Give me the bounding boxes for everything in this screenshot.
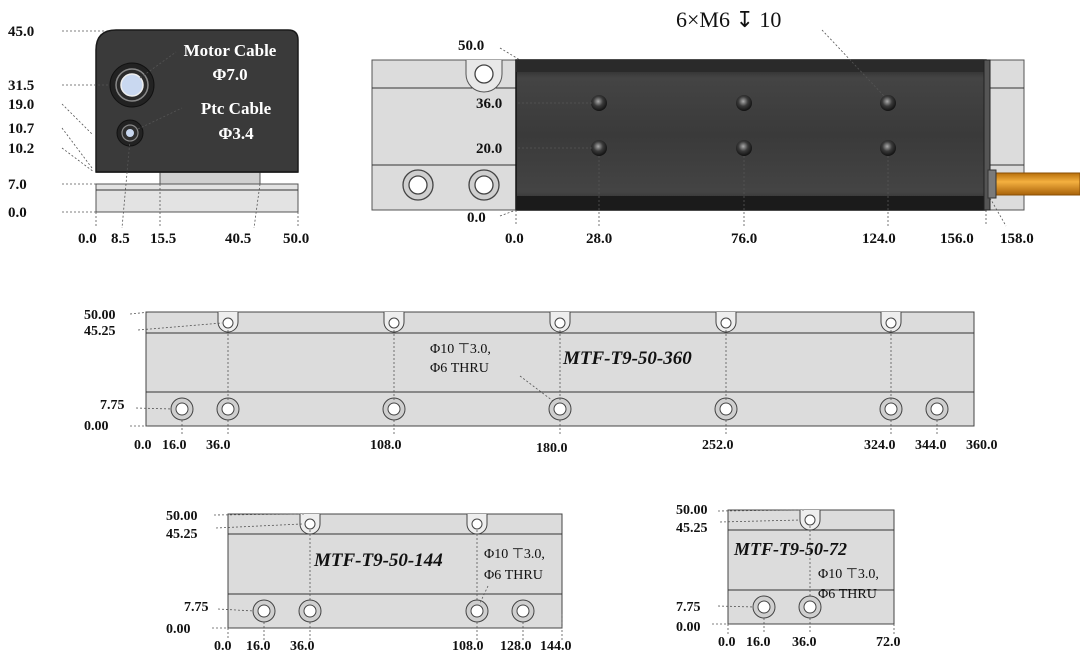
rail-x-dim: 0.0 [718, 635, 736, 650]
side-view-y-dim: 36.0 [476, 96, 502, 112]
rail-x-dim: 360.0 [966, 438, 998, 453]
m6-tapped-hole [880, 95, 896, 111]
end-view-base-plate [95, 183, 299, 213]
end-view-motor-body [95, 29, 299, 173]
rail-y-dim: 45.25 [676, 521, 708, 536]
rail-x-dim: 36.0 [206, 438, 231, 453]
hole-callout-line2: Φ6 THRU [430, 361, 489, 376]
side-view-y-dimensions: 50.0 36.0 20.0 0.0 [458, 38, 592, 226]
rail-x-dim: 16.0 [746, 635, 771, 650]
hole-callout-line1: Φ10 ⊤3.0, [818, 567, 879, 582]
ptc-cable-label: Ptc Cable [201, 99, 272, 118]
hole-callout-line2: Φ6 THRU [818, 587, 877, 602]
side-view: 6×M6 ↧ 10 50.0 36.0 20.0 0.0 0.0 28.0 76… [371, 7, 1080, 247]
rail-144-model: MTF-T9-50-144 [313, 550, 443, 571]
end-view-y-dim: 7.0 [8, 177, 27, 193]
motor-cable-diameter: Φ7.0 [212, 65, 247, 84]
side-view-y-dim: 20.0 [476, 141, 502, 157]
side-view-x-dimensions: 0.0 28.0 76.0 124.0 156.0 158.0 [505, 156, 1034, 247]
hole-callout-line1: Φ10 ⊤3.0, [430, 342, 491, 357]
m6-tapped-hole [736, 140, 752, 156]
rail-72-y-dimensions: 50.00 45.25 7.75 0.00 [676, 503, 805, 635]
rail-y-dim: 7.75 [100, 398, 125, 413]
rail-x-dim: 108.0 [370, 438, 402, 453]
m6-tapped-hole [880, 140, 896, 156]
end-view-y-dim: 45.0 [8, 24, 34, 40]
rail-144-x-dimensions: 0.0 16.0 36.0 108.0 128.0 144.0 [214, 614, 572, 654]
rail-360-top-holes [217, 312, 902, 333]
end-view-y-dim: 19.0 [8, 97, 34, 113]
end-view-y-dim: 31.5 [8, 78, 34, 94]
rail-y-dim: 50.00 [676, 503, 708, 518]
motor-cable [991, 172, 1080, 196]
rail-x-dim: 128.0 [500, 639, 532, 654]
end-view-y-dim: 10.2 [8, 141, 34, 157]
rail-360-x-dimensions: 0.0 16.0 36.0 108.0 180.0 252.0 324.0 34… [134, 420, 998, 456]
side-view-x-dim: 156.0 [940, 231, 974, 247]
rail-x-dim: 16.0 [246, 639, 271, 654]
end-view-x-dim: 8.5 [111, 231, 130, 247]
rail-x-dim: 36.0 [290, 639, 315, 654]
rail-x-dim: 16.0 [162, 438, 187, 453]
rail-y-dim: 50.00 [166, 509, 198, 524]
rail-x-dim: 72.0 [876, 635, 901, 650]
thread-callout: 6×M6 ↧ 10 [676, 7, 781, 32]
end-view-x-dim: 0.0 [78, 231, 97, 247]
side-view-x-dim: 158.0 [1000, 231, 1034, 247]
rail-y-dim: 7.75 [676, 600, 701, 615]
side-view-x-dim: 0.0 [505, 231, 524, 247]
rail-x-dim: 324.0 [864, 438, 896, 453]
rail-y-dim: 50.00 [84, 308, 116, 323]
hole-callout-line1: Φ10 ⊤3.0, [484, 547, 545, 562]
rail-x-dim: 0.0 [214, 639, 232, 654]
side-view-y-dim: 0.0 [467, 210, 486, 226]
end-view-x-dimensions: 0.0 8.5 15.5 40.5 50.0 [78, 139, 309, 247]
end-view-x-dim: 15.5 [150, 231, 176, 247]
rail-y-dim: 0.00 [676, 620, 701, 635]
rail-x-dim: 144.0 [540, 639, 572, 654]
rail-y-dim: 0.00 [84, 419, 109, 434]
rail-360: MTF-T9-50-360 Φ10 ⊤3.0, Φ6 THRU 50.00 45… [84, 308, 998, 456]
rail-x-dim: 252.0 [702, 438, 734, 453]
rail-x-dim: 108.0 [452, 639, 484, 654]
ptc-cable-diameter: Φ3.4 [218, 124, 254, 143]
rail-360-model: MTF-T9-50-360 [562, 348, 692, 369]
m6-tapped-hole [736, 95, 752, 111]
hole-callout-line2: Φ6 THRU [484, 568, 543, 583]
rail-144-plate [227, 513, 563, 629]
tapped-holes [591, 95, 896, 156]
rail-y-dim: 45.25 [166, 527, 198, 542]
rail-y-dim: 0.00 [166, 622, 191, 637]
rail-360-y-dimensions: 50.00 45.25 7.75 0.00 [84, 308, 223, 434]
end-view-y-dim: 10.7 [8, 121, 35, 137]
rail-x-dim: 344.0 [915, 438, 947, 453]
side-view-motor-body [515, 59, 987, 211]
end-view: Motor Cable Φ7.0 Ptc Cable Φ3.4 45.0 31.… [8, 24, 309, 247]
rail-144-y-dimensions: 50.00 45.25 7.75 0.00 [166, 509, 305, 637]
side-view-x-dim: 124.0 [862, 231, 896, 247]
side-view-x-dim: 76.0 [731, 231, 757, 247]
rail-y-dim: 45.25 [84, 324, 116, 339]
side-view-holes [402, 60, 503, 201]
end-view-x-dim: 50.0 [283, 231, 309, 247]
end-view-x-dim: 40.5 [225, 231, 251, 247]
rail-72-model: MTF-T9-50-72 [733, 539, 847, 559]
side-view-x-dim: 28.0 [586, 231, 612, 247]
rail-x-dim: 180.0 [536, 441, 568, 456]
rail-y-dim: 7.75 [184, 600, 209, 615]
end-view-y-dim: 0.0 [8, 205, 27, 221]
rail-144: MTF-T9-50-144 Φ10 ⊤3.0, Φ6 THRU 50.00 45… [166, 509, 572, 654]
m6-tapped-hole [591, 95, 607, 111]
rail-72-x-dimensions: 0.0 16.0 36.0 72.0 [718, 618, 901, 650]
rail-72: MTF-T9-50-72 Φ10 ⊤3.0, Φ6 THRU 50.00 45.… [676, 503, 901, 650]
rail-x-dim: 0.0 [134, 438, 152, 453]
motor-cable-label: Motor Cable [184, 41, 277, 60]
m6-tapped-hole [591, 140, 607, 156]
end-view-y-dimensions: 45.0 31.5 19.0 10.7 10.2 7.0 0.0 [8, 24, 110, 221]
rail-x-dim: 36.0 [792, 635, 817, 650]
side-view-y-dim: 50.0 [458, 38, 484, 54]
